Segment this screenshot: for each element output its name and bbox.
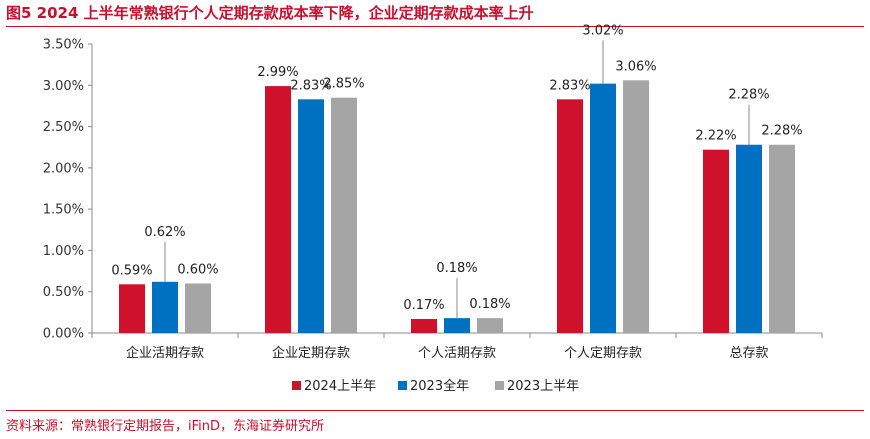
y-tick-label: 1.50% [43, 203, 84, 218]
category-label: 企业定期存款 [272, 345, 350, 361]
y-axis: 0.00% 0.50% 1.00% 1.50% 2.00% 2.50% 3.00% 3.50% [43, 38, 93, 342]
y-tick-label: 2.50% [43, 120, 84, 135]
data-label: 2.28% [761, 124, 802, 139]
data-label: 0.17% [403, 298, 444, 313]
bar [703, 149, 729, 333]
category-label: 企业活期存款 [126, 345, 204, 361]
bar [736, 144, 762, 333]
source-divider [6, 410, 864, 411]
data-label: 3.06% [615, 59, 656, 74]
bar [444, 318, 470, 333]
title-divider [6, 26, 864, 27]
y-tick-label: 1.00% [43, 244, 84, 259]
bar [185, 283, 211, 333]
y-tick-label: 3.50% [43, 38, 84, 53]
bars [119, 80, 795, 334]
y-tick-label: 3.00% [43, 79, 84, 94]
category-label: 总存款 [729, 346, 768, 361]
legend: 2024上半年 2023全年 2023上半年 [292, 378, 579, 394]
y-tick-label: 2.00% [43, 161, 84, 176]
legend-label: 2023上半年 [507, 379, 579, 394]
y-tick-label: 0.00% [43, 327, 84, 342]
legend-swatch [495, 381, 504, 390]
category-label: 个人定期存款 [564, 346, 642, 361]
bar [411, 318, 437, 333]
bar [557, 99, 583, 333]
x-axis: 企业活期存款 企业定期存款 个人活期存款 个人定期存款 总存款 [91, 332, 823, 361]
bar [265, 86, 291, 334]
legend-label: 2023全年 [410, 378, 469, 394]
data-labels: 0.59%0.62%0.60%2.99%2.83%2.85%0.17%0.18%… [111, 23, 803, 319]
legend-swatch [292, 381, 301, 390]
data-label: 0.18% [469, 297, 510, 312]
bar [477, 318, 503, 333]
data-label: 0.18% [436, 261, 477, 276]
source-note: 资料来源：常熟银行定期报告，iFinD，东海证券研究所 [6, 419, 325, 434]
data-label: 0.59% [111, 263, 152, 278]
data-label: 2.28% [728, 88, 769, 103]
bar [331, 97, 357, 334]
bar [152, 281, 178, 333]
legend-swatch [398, 381, 407, 390]
data-label: 0.62% [144, 225, 185, 240]
data-label: 3.02% [582, 23, 623, 38]
bar [298, 99, 324, 333]
data-label: 0.60% [177, 262, 218, 277]
bar [623, 80, 649, 334]
y-tick-label: 0.50% [43, 285, 84, 300]
category-label: 个人活期存款 [418, 346, 496, 361]
bar [769, 144, 795, 333]
figure-title: 图5 2024 上半年常熟银行个人定期存款成本率下降，企业定期存款成本率上升 [6, 4, 534, 22]
bar [590, 83, 616, 334]
legend-label: 2024上半年 [304, 379, 376, 394]
data-label: 2.99% [257, 65, 298, 80]
data-label: 2.83% [549, 78, 590, 93]
data-label: 2.85% [323, 77, 364, 92]
bar [119, 284, 145, 333]
data-label: 2.22% [695, 129, 736, 144]
data-label: 2.83% [290, 78, 331, 93]
